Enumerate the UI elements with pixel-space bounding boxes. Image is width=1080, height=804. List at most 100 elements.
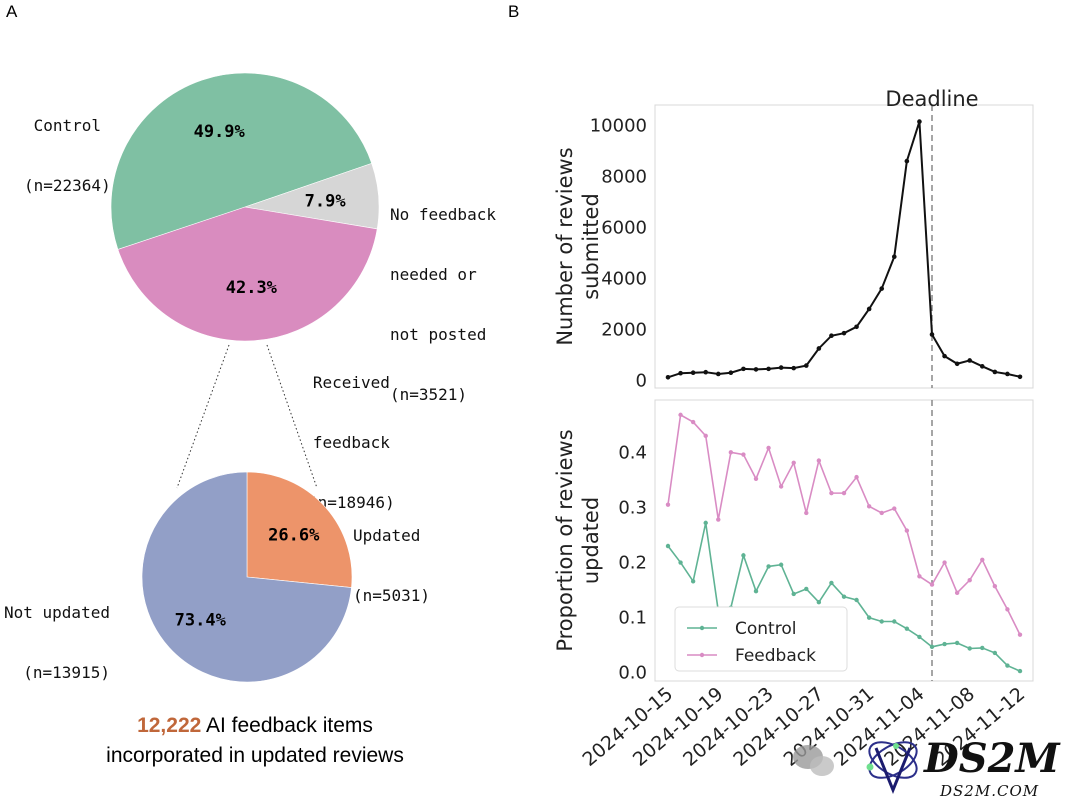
data-point xyxy=(728,370,734,376)
data-point xyxy=(992,584,998,589)
data-point xyxy=(690,419,696,425)
label-line: Not updated xyxy=(4,603,110,622)
data-point xyxy=(778,484,784,489)
data-point xyxy=(954,361,960,367)
data-point xyxy=(866,306,872,312)
caption-line-2: incorporated in updated reviews xyxy=(106,744,404,767)
data-point xyxy=(942,560,947,565)
data-point xyxy=(703,369,709,375)
data-point xyxy=(942,353,947,359)
data-point xyxy=(954,590,960,596)
data-point xyxy=(1005,371,1010,377)
y-axis-title: Proportion of reviewsupdated xyxy=(553,429,603,651)
legend-marker xyxy=(699,625,705,631)
data-point xyxy=(929,582,935,587)
y-tick-label: 0.1 xyxy=(618,608,647,629)
legend: Control Feedback xyxy=(674,606,848,672)
data-point xyxy=(854,324,859,330)
chat-icon xyxy=(793,745,834,776)
y-axis-title-line: Proportion of reviews xyxy=(553,429,577,651)
label-line: Control xyxy=(33,116,102,135)
legend-box xyxy=(674,606,848,672)
data-point xyxy=(766,564,771,569)
data-point xyxy=(954,640,960,646)
label-line: (n=13915) xyxy=(23,663,110,682)
label-line: (n=3521) xyxy=(390,385,468,404)
caption-highlight: 12,222 xyxy=(137,714,202,737)
label-line: Updated xyxy=(353,526,421,545)
data-point xyxy=(854,597,859,603)
data-point xyxy=(841,594,847,599)
plot-frame xyxy=(654,399,1034,682)
data-point xyxy=(854,474,859,480)
pie-slice-updated xyxy=(246,471,353,588)
caption: 12,222 AI feedback items incorporated in… xyxy=(40,711,470,771)
legend-marker xyxy=(699,652,705,658)
data-point xyxy=(690,579,696,584)
data-point xyxy=(690,370,696,376)
label-line: (n=5031) xyxy=(353,586,431,605)
legend-label: Feedback xyxy=(735,646,816,666)
data-point xyxy=(766,366,771,372)
panel-label-a: A xyxy=(6,2,18,21)
data-point xyxy=(791,591,796,597)
data-point xyxy=(678,412,683,418)
panel-label-b: B xyxy=(508,2,520,21)
data-point xyxy=(741,553,746,558)
data-point xyxy=(866,504,872,509)
data-point xyxy=(891,254,897,259)
y-tick-label: 2000 xyxy=(601,319,647,340)
y-axis-title: Number of reviewssubmitted xyxy=(553,147,603,345)
data-point xyxy=(715,371,721,377)
bottom-pie-chart: 26.6% 73.4% xyxy=(141,471,353,683)
data-point xyxy=(904,528,910,533)
data-point xyxy=(1017,632,1023,637)
data-point xyxy=(879,286,885,291)
data-point xyxy=(753,588,759,594)
top-pie-label-control: Control (n=22364) xyxy=(24,76,111,216)
bottom-pie-label-not-updated: Not updated (n=13915) xyxy=(4,563,110,703)
data-point xyxy=(917,574,922,579)
y-tick-label: 4000 xyxy=(601,268,647,289)
y-tick-label: 6000 xyxy=(601,217,647,238)
label-line: No feedback xyxy=(390,205,496,224)
data-point xyxy=(665,543,671,549)
connector-line-right xyxy=(266,344,318,489)
data-point xyxy=(791,365,797,371)
data-point xyxy=(778,365,784,370)
data-point xyxy=(979,364,985,369)
data-point xyxy=(665,502,671,507)
data-point xyxy=(804,586,809,592)
data-point xyxy=(980,557,985,562)
orbit-logo-icon xyxy=(866,741,918,794)
y-tick-label: 10000 xyxy=(590,115,647,136)
data-point xyxy=(879,510,884,516)
pie-pct-label: 73.4% xyxy=(175,610,227,630)
data-point xyxy=(841,490,847,496)
data-point xyxy=(741,452,746,457)
label-line: (n=18946) xyxy=(308,493,395,512)
series-line-reviews xyxy=(667,121,1021,379)
data-point xyxy=(967,646,972,651)
data-point xyxy=(753,367,759,372)
data-point xyxy=(829,333,834,339)
chart-title-deadline: Deadline xyxy=(885,87,978,111)
y-axis-title-line: submitted xyxy=(579,193,603,300)
data-point xyxy=(992,369,998,375)
data-point xyxy=(929,644,935,650)
data-point xyxy=(929,332,935,337)
pie-pct-label: 26.6% xyxy=(268,526,320,546)
watermark-brand: DS2M xyxy=(923,735,1061,782)
plot-frame xyxy=(654,104,1034,389)
data-point xyxy=(1005,607,1010,612)
watermark-url: DS2M.COM xyxy=(939,782,1039,800)
data-point xyxy=(778,562,784,567)
pie-charts: 49.9% 7.9% 42.3% 26.6% 73.4% xyxy=(110,72,380,683)
data-point xyxy=(678,370,683,376)
y-tick-label: 0.4 xyxy=(618,442,647,463)
pie-pct-label: 42.3% xyxy=(226,278,278,298)
data-point xyxy=(904,626,910,631)
y-axis-title-line: updated xyxy=(579,497,603,584)
data-point xyxy=(804,510,809,516)
data-point xyxy=(942,641,947,647)
